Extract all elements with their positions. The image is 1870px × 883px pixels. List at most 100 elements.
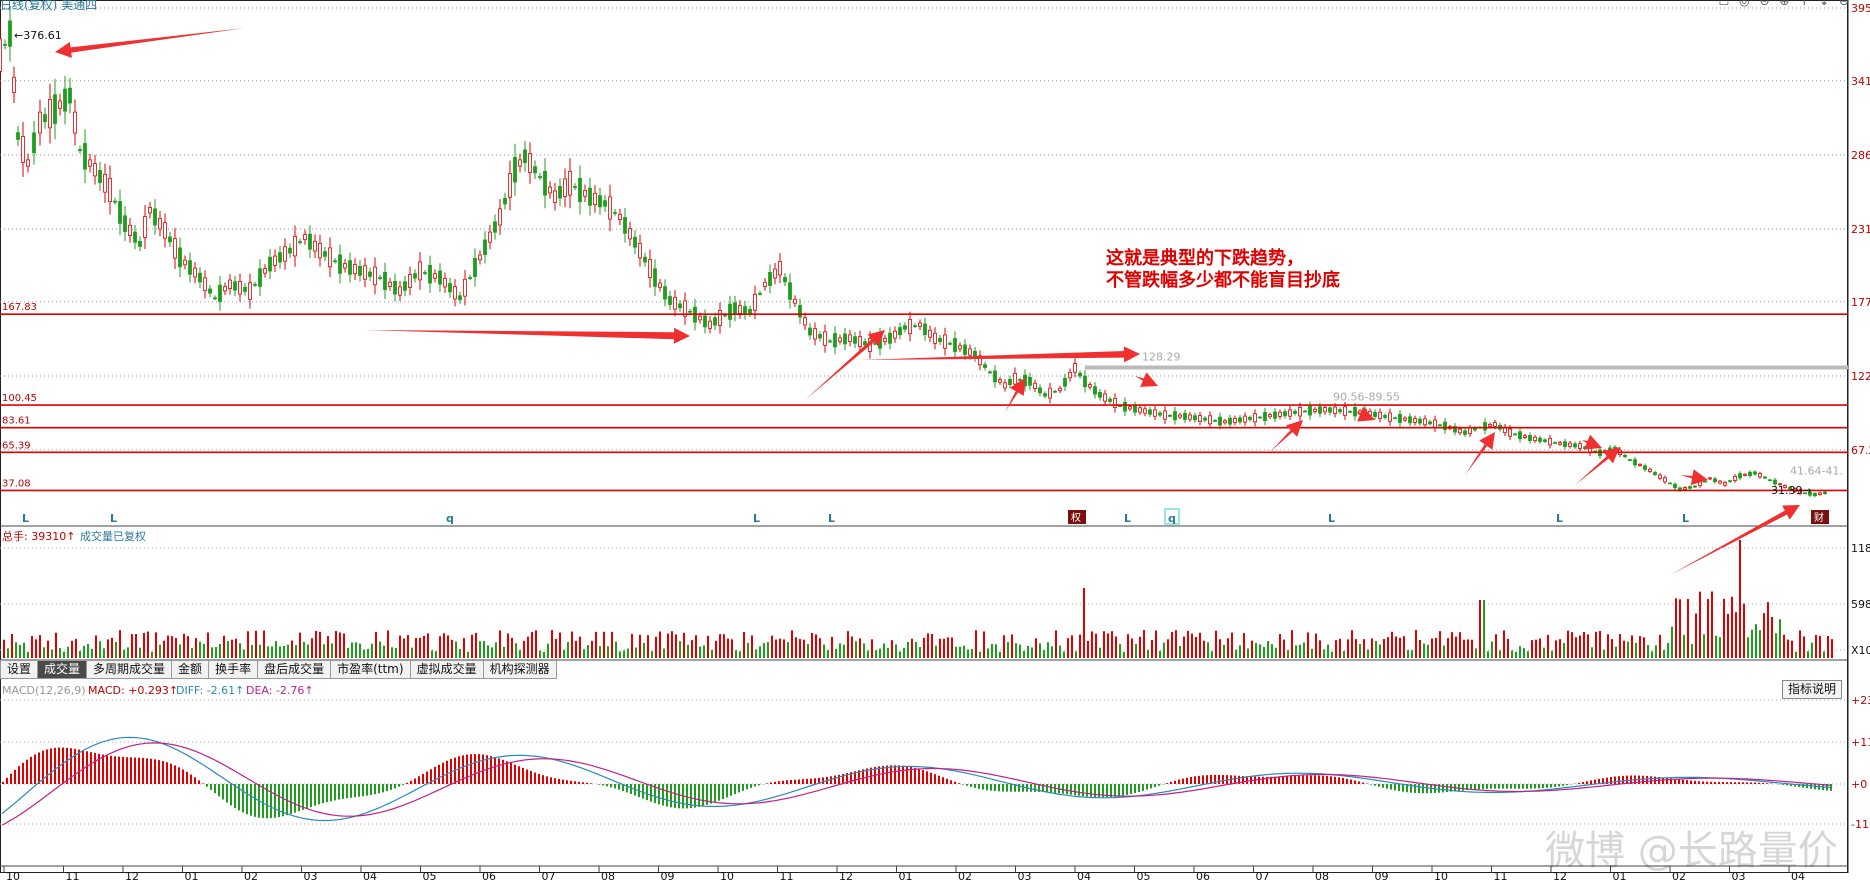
candle-body (1133, 405, 1137, 413)
macd-bar (1786, 784, 1788, 786)
macd-bar (30, 756, 32, 784)
volume-bar (1191, 633, 1193, 658)
volume-bar (683, 632, 685, 658)
candle-body (408, 274, 412, 288)
macd-bar (1294, 775, 1296, 784)
tab-after-hours-volume[interactable]: 盘后成交量 (258, 660, 332, 679)
macd-bar (1270, 776, 1272, 784)
volume-bar (1467, 639, 1469, 658)
candle-body (1623, 454, 1627, 458)
time-axis-label: 12 (1553, 870, 1567, 883)
macd-bar (1650, 776, 1652, 784)
candle-body (483, 239, 487, 255)
candle-body (388, 281, 392, 287)
macd-bar (66, 747, 68, 784)
volume-bar (527, 636, 529, 658)
time-axis-label: 01 (185, 870, 199, 883)
macd-bar (902, 765, 904, 784)
candle-body (1038, 387, 1042, 394)
window-tool-icons[interactable]: ☐ ◎ ⊝ ⊕ ↑ ↓ ⊖ (1718, 0, 1852, 8)
candle-body (743, 306, 747, 315)
macd-bar (1686, 780, 1688, 784)
macd-bar (650, 784, 652, 802)
volume-bar (1759, 630, 1761, 658)
candle-body (548, 186, 552, 194)
candle-body (1378, 411, 1382, 419)
macd-tick-label: +0 (1851, 778, 1867, 791)
volume-bar (1667, 642, 1669, 658)
volume-bar (567, 641, 569, 658)
volume-bar (291, 640, 293, 658)
volume-bar (987, 648, 989, 658)
macd-bar (810, 778, 812, 784)
tab-amount[interactable]: 金额 (172, 660, 210, 679)
volume-bar (991, 643, 993, 658)
tab-pe-ttm[interactable]: 市盈率(ttm) (331, 660, 411, 679)
volume-bar (1799, 630, 1801, 658)
time-axis-label: 03 (1732, 870, 1746, 883)
tab-volume[interactable]: 成交量 (38, 660, 88, 679)
candle-body (1093, 386, 1097, 395)
candle-body (1778, 483, 1782, 486)
macd-bar (974, 784, 976, 788)
candle-body (1083, 375, 1087, 388)
tab-multi-period-volume[interactable]: 多周期成交量 (87, 660, 173, 679)
event-marker-badge (1068, 510, 1086, 524)
tab-turnover[interactable]: 换手率 (209, 660, 259, 679)
volume-bar (1463, 639, 1465, 658)
volume-bar (1679, 599, 1681, 658)
macd-bar (178, 767, 180, 784)
macd-bar (1330, 776, 1332, 784)
tab-institution-detector[interactable]: 机构探测器 (483, 660, 557, 679)
candle-body (1008, 379, 1012, 386)
volume-bar (1591, 647, 1593, 658)
macd-bar (1110, 784, 1112, 798)
tab-virtual-volume[interactable]: 虚拟成交量 (410, 660, 484, 679)
time-axis-label: 10 (720, 870, 734, 883)
candle-body (598, 195, 602, 208)
macd-bar (1190, 776, 1192, 784)
macd-bar (234, 784, 236, 808)
candle-body (728, 303, 732, 320)
volume-bar (1315, 633, 1317, 658)
candle-body (413, 273, 417, 279)
macd-bar (170, 763, 172, 784)
candle-body (123, 215, 127, 232)
macd-bar (42, 750, 44, 784)
candle-body (723, 314, 727, 317)
macd-bar (642, 784, 644, 799)
macd-bar (1358, 781, 1360, 784)
volume-bar (1435, 637, 1437, 658)
volume-bar (1751, 629, 1753, 658)
candle-body (258, 268, 262, 287)
volume-bar (1635, 642, 1637, 658)
macd-bar (1238, 775, 1240, 784)
macd-bar (806, 778, 808, 784)
volume-bar (703, 645, 705, 658)
annotation-line-2: 不管跌幅多少都不能盲目抄底 (1106, 270, 1340, 291)
macd-bar (238, 784, 240, 811)
candle-body (1113, 397, 1117, 408)
candle-body (593, 192, 597, 206)
volume-bar (659, 631, 661, 658)
macd-bar (954, 781, 956, 784)
macd-bar (1502, 784, 1504, 789)
macd-bar (482, 754, 484, 784)
macd-bar (298, 784, 300, 812)
volume-bar (1711, 591, 1713, 658)
candle-body (1748, 471, 1752, 477)
tab-settings[interactable]: 设置 (0, 660, 39, 679)
candle-body (733, 302, 737, 315)
macd-bar (1426, 784, 1428, 794)
indicator-help-button[interactable]: 指标说明 (1782, 680, 1842, 699)
candle-body (998, 379, 1002, 383)
macd-bar (670, 784, 672, 808)
macd-bar (822, 777, 824, 784)
volume-bar (1311, 648, 1313, 658)
candle-body (353, 264, 357, 275)
volume-bar (787, 642, 789, 658)
macd-bar (570, 780, 572, 784)
volume-bar (967, 649, 969, 658)
macd-bar (1278, 776, 1280, 784)
